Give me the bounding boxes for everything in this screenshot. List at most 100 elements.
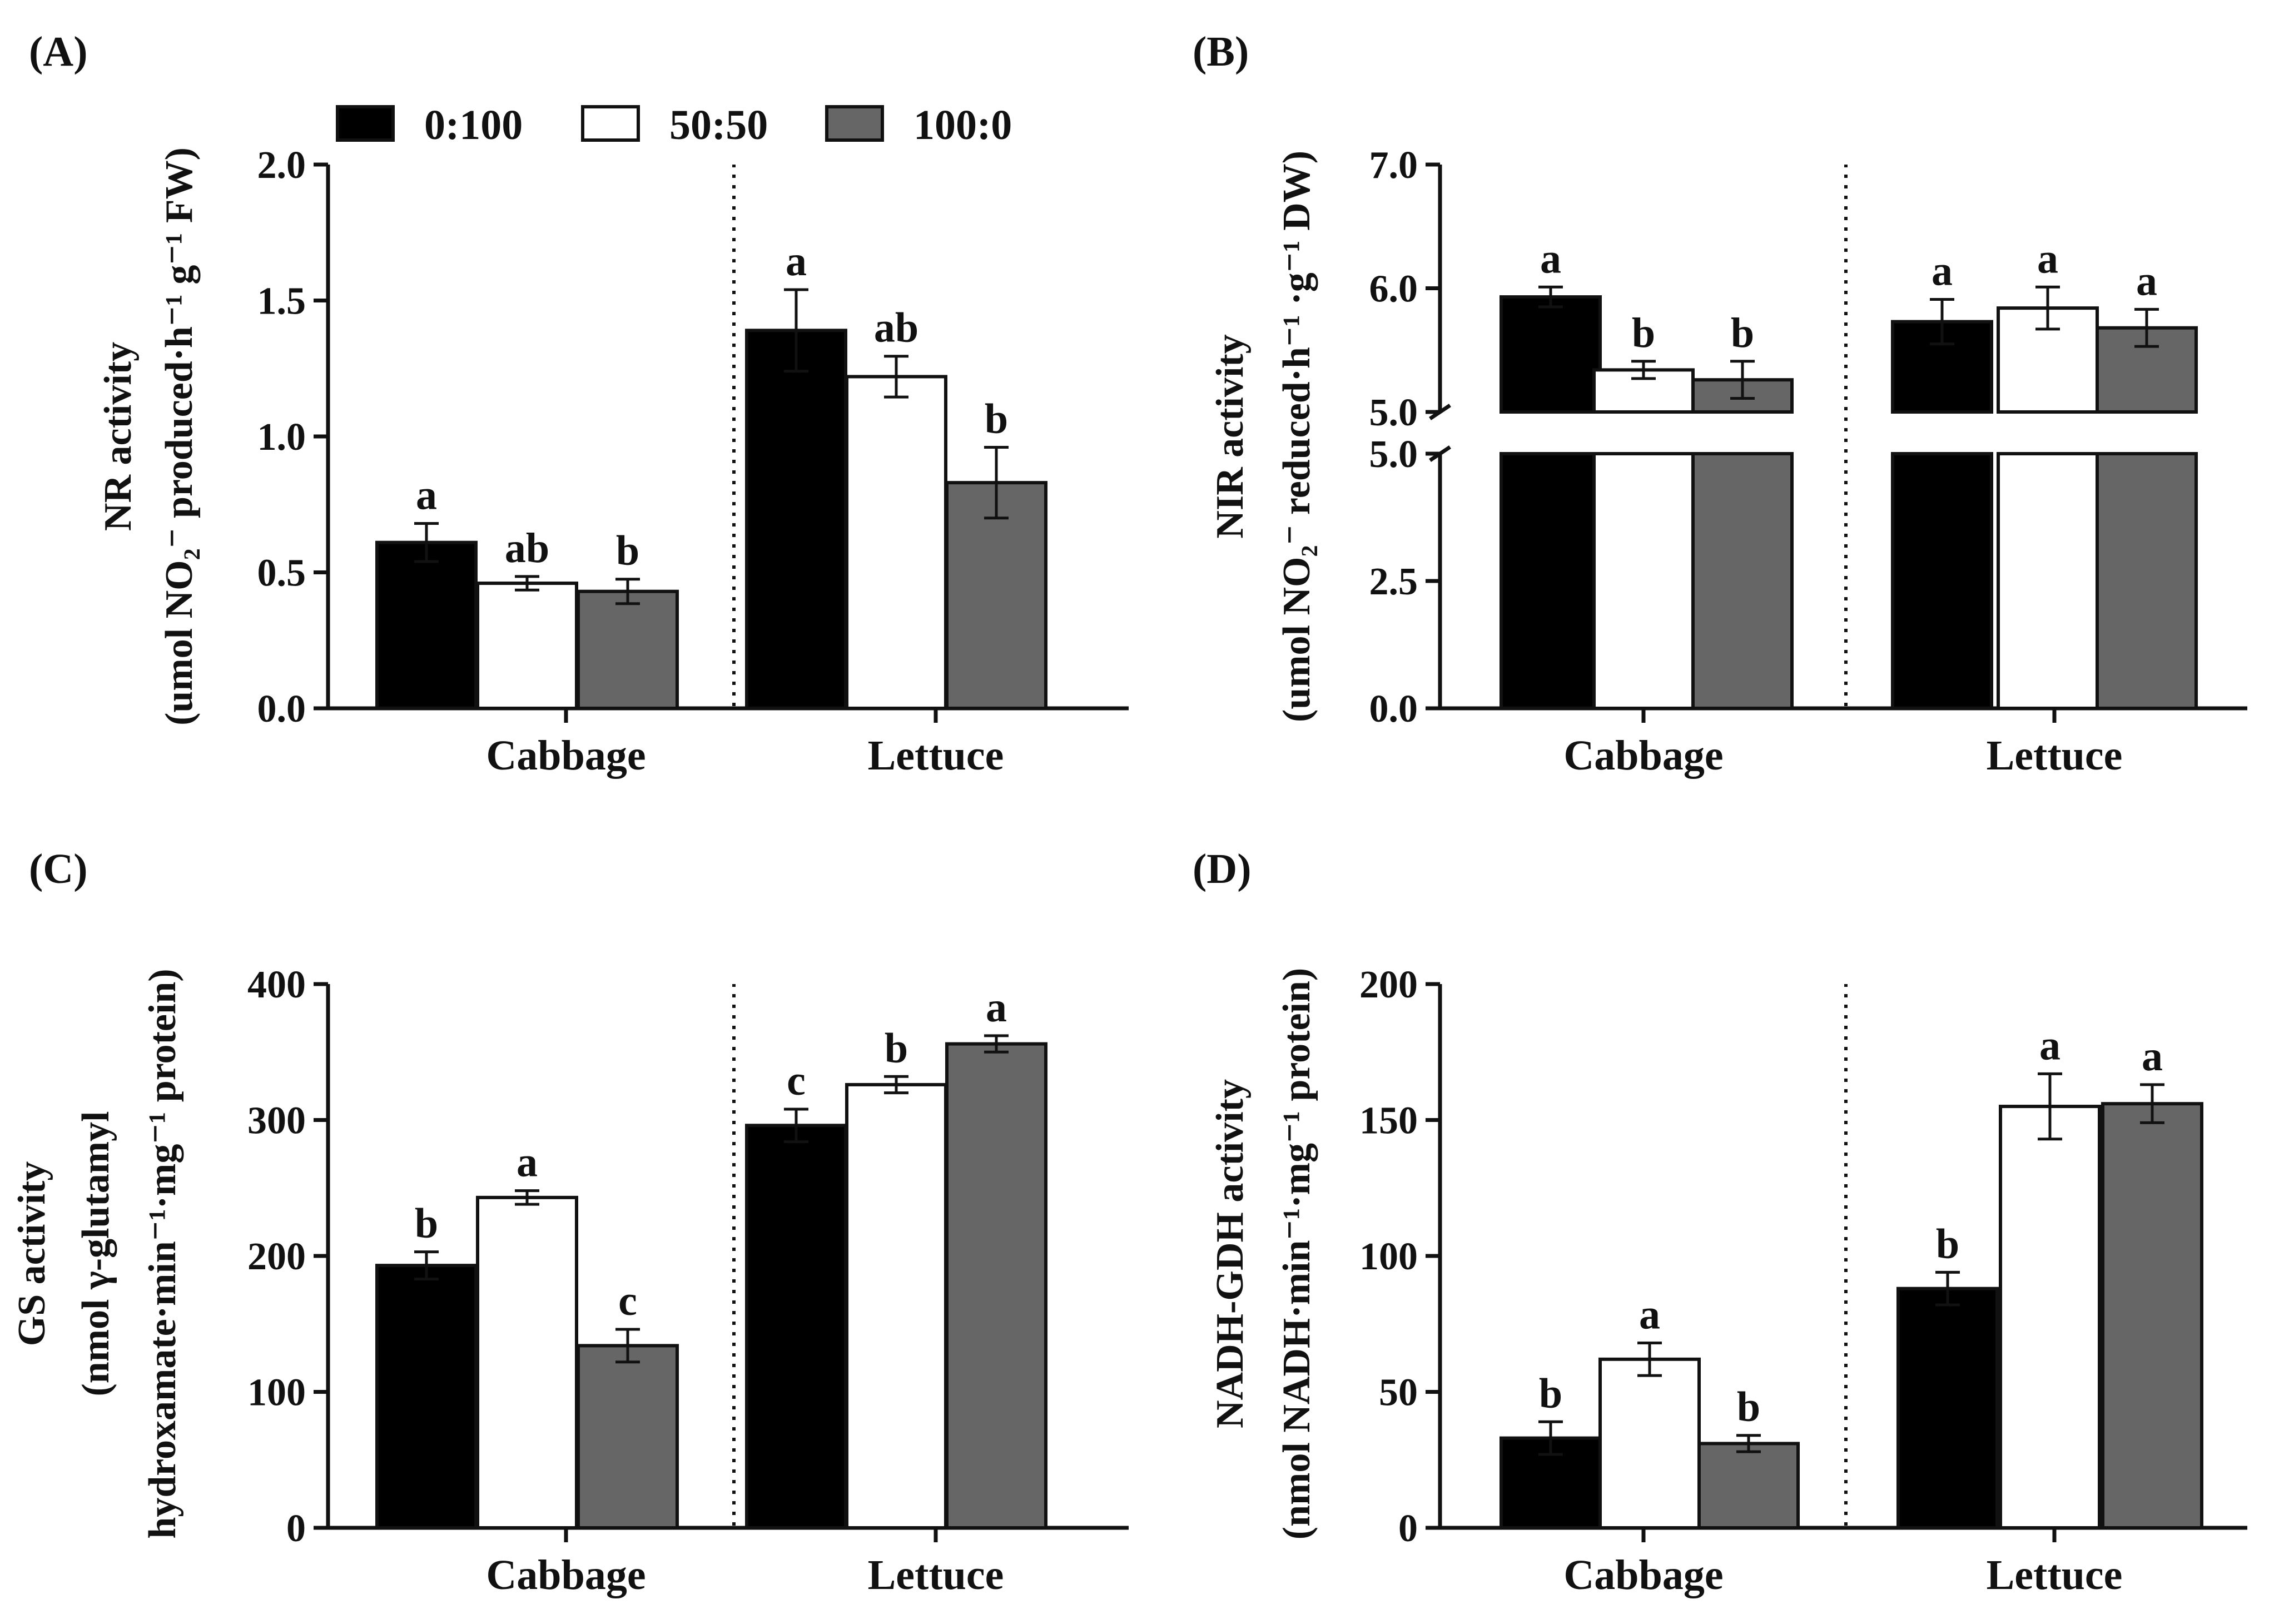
x-category-label: Cabbage	[1563, 732, 1723, 779]
y-tick-label: 300	[247, 1100, 306, 1143]
panel-b: (B) NIR activity (umol NO₂⁻ reduced·h⁻¹ ·g…	[1193, 28, 2247, 779]
y-axis-title: GS activity	[11, 1161, 53, 1346]
y-axis-title: NR activity	[97, 342, 140, 531]
y-tick-label: 2.5	[1369, 560, 1418, 603]
y-tick-label: 1.5	[257, 280, 306, 323]
panel-d: (D) NADH-GDH activity (nmol NADH·min⁻¹·mg⁻…	[1193, 846, 2247, 1598]
significance-label: a	[1540, 235, 1561, 282]
bar-50:50-lower	[1997, 452, 2099, 710]
legend-swatch	[825, 105, 884, 142]
y-tick-label: 100	[247, 1372, 306, 1414]
significance-label: ab	[874, 305, 918, 351]
bar-50:50	[476, 582, 578, 711]
bar-0:100	[1896, 1287, 1999, 1529]
y-tick-label: 1.0	[257, 416, 306, 459]
y-tick-label: 100	[1359, 1235, 1418, 1278]
significance-label: b	[1539, 1370, 1562, 1417]
y-axis-title: (nmol NADH·min⁻¹·mg⁻¹ protein)	[1275, 968, 1318, 1539]
significance-label: b	[415, 1200, 438, 1247]
y-tick-label: 2.0	[257, 144, 306, 187]
y-tick-label: 0	[286, 1507, 306, 1550]
bar-50:50	[1598, 1357, 1701, 1530]
y-tick-label: 0	[1398, 1507, 1418, 1550]
panel-label: (A)	[29, 28, 88, 75]
significance-label: a	[2037, 235, 2058, 282]
significance-label: b	[1632, 310, 1655, 356]
legend-label: 100:0	[913, 102, 1012, 148]
significance-label: c	[787, 1057, 806, 1104]
bar-0:100-lower	[1891, 452, 1993, 710]
bar-50:50	[1999, 1105, 2101, 1530]
bar-0:100	[375, 540, 478, 711]
significance-label: a	[2039, 1022, 2060, 1069]
legend-swatch	[581, 105, 640, 142]
significance-label: a	[1932, 248, 1953, 295]
x-category-label: Cabbage	[486, 1552, 646, 1598]
panel-label: (D)	[1193, 846, 1252, 892]
y-tick-label: 150	[1359, 1100, 1418, 1143]
y-tick-label: 7.0	[1369, 144, 1418, 187]
panel-label: (C)	[29, 846, 88, 892]
bar-50:50	[476, 1195, 578, 1529]
x-category-label: Lettuce	[868, 732, 1004, 779]
bar-100:0	[945, 481, 1047, 710]
x-category-label: Lettuce	[1987, 1552, 2123, 1598]
significance-label: a	[986, 984, 1007, 1031]
legend-swatch	[336, 105, 395, 142]
y-tick-label: 200	[1359, 964, 1418, 1006]
significance-label: b	[616, 528, 639, 574]
bar-100:0	[1697, 1442, 1800, 1529]
bar-0:100	[375, 1264, 478, 1529]
y-tick-label: 200	[247, 1235, 306, 1278]
x-category-label: Cabbage	[1563, 1552, 1723, 1598]
bar-100:0	[577, 589, 679, 710]
y-axis-title: NIR activity	[1209, 334, 1252, 538]
y-tick-label: 5.0	[1369, 391, 1418, 434]
bar-0:100-lower	[1500, 452, 1602, 710]
y-tick-label: 0.0	[1369, 688, 1418, 731]
legend-label: 50:50	[669, 102, 768, 148]
bar-50:50-lower	[1592, 452, 1695, 710]
significance-label: a	[786, 238, 807, 285]
bar-100:0	[2101, 1102, 2203, 1530]
significance-label: ab	[505, 525, 549, 572]
panel-a: (A) NR activity (umol NO₂⁻ produced·h⁻¹ g⁻…	[29, 28, 1129, 779]
y-tick-label: 6.0	[1369, 268, 1418, 311]
significance-label: a	[416, 471, 437, 518]
y-axis-title: (umol NO₂⁻ produced·h⁻¹ g⁻¹ FW)	[158, 147, 201, 726]
y-tick-label: 0.0	[257, 688, 306, 731]
bar-100:0-lower	[1691, 452, 1794, 710]
significance-label: a	[2136, 257, 2157, 304]
panel-label: (B)	[1193, 28, 1249, 75]
y-tick-label: 50	[1379, 1372, 1418, 1414]
x-category-label: Lettuce	[1987, 732, 2123, 779]
bar-0:100	[745, 1124, 847, 1529]
bar-100:0	[2096, 326, 2198, 414]
y-axis-title: (nmol γ-glutamyl	[75, 1111, 117, 1396]
y-tick-label: 400	[247, 964, 306, 1006]
bar-100:0	[577, 1344, 679, 1530]
legend-label: 0:100	[424, 102, 523, 148]
bar-50:50	[845, 375, 947, 710]
significance-label: c	[618, 1278, 637, 1324]
bar-50:50	[845, 1082, 947, 1530]
y-axis-title: hydroxamate·min⁻¹·mg⁻¹ protein)	[141, 969, 184, 1538]
y-axis-title: (umol NO₂⁻ reduced·h⁻¹ ·g⁻¹ DW)	[1275, 151, 1318, 722]
significance-label: b	[1731, 310, 1754, 356]
significance-label: b	[885, 1025, 908, 1071]
legend: 0:100 50:50 100:0	[336, 102, 1012, 148]
significance-label: b	[985, 396, 1008, 443]
bar-0:100	[745, 329, 847, 710]
bar-100:0	[945, 1042, 1047, 1529]
x-category-label: Cabbage	[486, 732, 646, 779]
bar-100:0-lower	[2096, 452, 2198, 710]
significance-label: a	[1639, 1291, 1660, 1338]
significance-label: a	[517, 1139, 538, 1186]
significance-label: b	[1737, 1384, 1760, 1431]
significance-label: a	[2142, 1033, 2163, 1080]
x-category-label: Lettuce	[868, 1552, 1004, 1598]
panel-c: (C) GS activity (nmol γ-glutamyl hydroxamat…	[11, 846, 1129, 1598]
bar-0:100	[1500, 295, 1602, 414]
significance-label: b	[1936, 1220, 1959, 1267]
